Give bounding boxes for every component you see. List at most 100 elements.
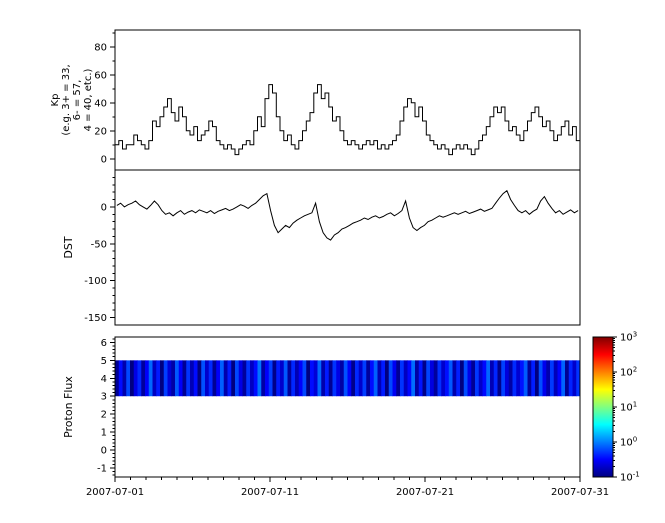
dst-axis-label: DST xyxy=(62,236,75,258)
flux-band-column xyxy=(178,360,183,397)
flux-band-column xyxy=(460,360,465,397)
flux-band-column xyxy=(257,360,262,397)
flux-band-column xyxy=(448,360,453,397)
dst-panel: 0 -50 -100 -150 DST xyxy=(62,169,581,326)
y-tick-label: 4 xyxy=(101,374,107,385)
flux-band-column xyxy=(396,360,401,397)
y-tick-label: 1 xyxy=(101,428,107,439)
x-tick-label: 2007-07-01 xyxy=(86,487,144,498)
flux-band-column xyxy=(482,360,487,397)
flux-band-column xyxy=(471,360,476,397)
flux-band-column xyxy=(298,360,303,397)
flux-band-column xyxy=(520,360,525,397)
flux-band-column xyxy=(467,360,472,397)
flux-band-column xyxy=(186,360,191,397)
flux-band-column xyxy=(182,360,187,397)
flux-band-column xyxy=(572,360,577,397)
flux-band-column xyxy=(313,360,318,397)
flux-band-column xyxy=(358,360,363,397)
flux-band-column xyxy=(497,360,502,397)
flux-band-column xyxy=(336,360,341,397)
flux-band-column xyxy=(400,360,405,397)
flux-band-column xyxy=(250,360,255,397)
y-tick-label: 2 xyxy=(101,410,107,421)
flux-band-column xyxy=(415,360,420,397)
flux-band-column xyxy=(490,360,495,397)
flux-band-column xyxy=(370,360,375,397)
flux-band-column xyxy=(538,360,543,397)
flux-band-column xyxy=(441,360,446,397)
flux-band-column xyxy=(291,360,296,397)
flux-band-column xyxy=(527,360,532,397)
proton_flux-axis-label: Proton Flux xyxy=(62,376,75,438)
flux-band-column xyxy=(163,360,168,397)
kp-axis-label: 6- = 57, xyxy=(72,80,83,121)
flux-band-column xyxy=(197,360,202,397)
y-tick-label: 40 xyxy=(94,98,107,109)
flux-band-column xyxy=(550,360,555,397)
flux-band-column xyxy=(261,360,266,397)
flux-band-column xyxy=(280,360,285,397)
flux-band-column xyxy=(242,360,247,397)
flux-band-column xyxy=(437,360,442,397)
flux-band-column xyxy=(403,360,408,397)
flux-band-column xyxy=(561,360,566,397)
flux-band-column xyxy=(493,360,498,397)
flux-band-column xyxy=(542,360,547,397)
flux-band-column xyxy=(418,360,423,397)
flux-band-column xyxy=(208,360,213,397)
flux-band-column xyxy=(433,360,438,397)
flux-band-column xyxy=(310,360,315,397)
flux-band-column xyxy=(325,360,330,397)
kp-axis-label: (e.g. 3+ = 33, xyxy=(61,64,72,135)
kp-axis-label: 4 = 40, etc.) xyxy=(83,68,94,131)
y-tick-label: -100 xyxy=(84,276,107,287)
flux-band-column xyxy=(302,360,307,397)
flux-band-column xyxy=(516,360,521,397)
flux-band-column xyxy=(156,360,161,397)
flux-band-column xyxy=(212,360,217,397)
flux-band-column xyxy=(306,360,311,397)
flux-band-column xyxy=(388,360,393,397)
flux-band-column xyxy=(426,360,431,397)
flux-band-column xyxy=(422,360,427,397)
colorbar-gradient xyxy=(593,337,613,477)
flux-band-column xyxy=(283,360,288,397)
flux-band-column xyxy=(160,360,165,397)
flux-band-column xyxy=(377,360,382,397)
x-tick-label: 2007-07-31 xyxy=(551,487,609,498)
flux-band-column xyxy=(193,360,198,397)
flux-band-column xyxy=(385,360,390,397)
y-tick-label: 6 xyxy=(101,338,107,349)
flux-band-column xyxy=(253,360,258,397)
flux-band-column xyxy=(505,360,510,397)
flux-band-column xyxy=(456,360,461,397)
flux-band-column xyxy=(190,360,195,397)
y-tick-label: -50 xyxy=(91,239,107,250)
flux-band-column xyxy=(130,360,135,397)
flux-band-column xyxy=(332,360,337,397)
flux-band-column xyxy=(523,360,528,397)
flux-band-column xyxy=(321,360,326,397)
flux-band-column xyxy=(546,360,551,397)
flux-band-column xyxy=(362,360,367,397)
flux-band-column xyxy=(317,360,322,397)
flux-band-column xyxy=(531,360,536,397)
flux-spectrogram-band xyxy=(115,360,581,397)
flux-band-column xyxy=(328,360,333,397)
flux-band-column xyxy=(220,360,225,397)
flux-band-column xyxy=(201,360,206,397)
flux-band-column xyxy=(366,360,371,397)
y-tick-label: 20 xyxy=(94,126,107,137)
flux-band-column xyxy=(535,360,540,397)
flux-band-column xyxy=(392,360,397,397)
flux-band-column xyxy=(141,360,146,397)
flux-band-column xyxy=(452,360,457,397)
proton_flux-panel: -1 0 1 2 3 4 5 6 Proton Flux xyxy=(62,336,581,478)
flux-band-column xyxy=(145,360,150,397)
flux-band-column xyxy=(287,360,292,397)
dst-y-ticks: 0 -50 -100 -150 xyxy=(84,176,115,324)
flux-band-column xyxy=(118,360,123,397)
kp-axis-label: Kp xyxy=(50,94,61,107)
